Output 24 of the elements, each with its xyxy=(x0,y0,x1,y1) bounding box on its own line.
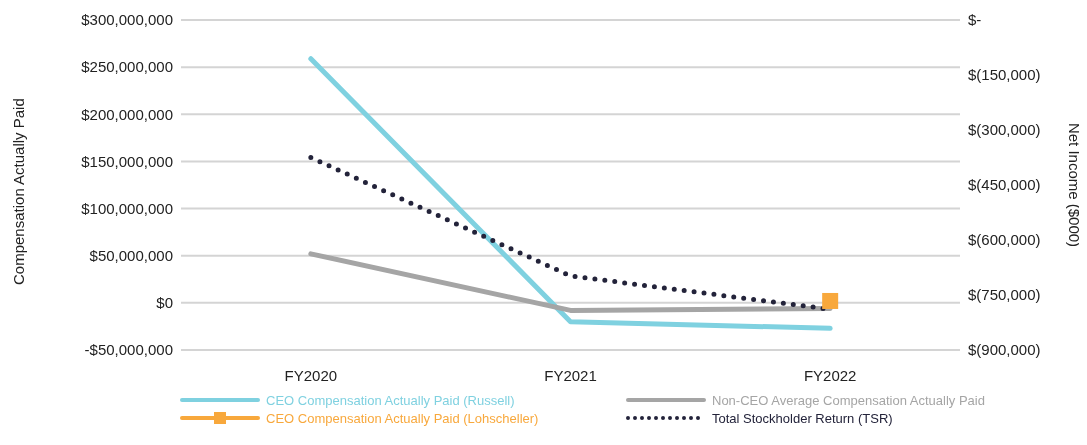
y-tick-label: $300,000,000 xyxy=(81,11,173,29)
text: CEO Compensation Actually Paid (Lohscheller) xyxy=(266,410,539,426)
y-axis-title: Compensation Actually Paid xyxy=(10,98,28,285)
y2-tick-label: $(450,000) xyxy=(968,176,1041,194)
y-tick-label: -$50,000,000 xyxy=(84,341,173,359)
y2-tick-label: $(150,000) xyxy=(968,66,1041,84)
x-tick-label: FY2022 xyxy=(803,366,857,384)
text: CEO Compensation Actually Paid (Russell) xyxy=(266,392,515,408)
x-tick-label: FY2020 xyxy=(284,366,338,384)
text: Total Stockholder Return (TSR) xyxy=(712,410,893,426)
y-tick-label: $100,000,000 xyxy=(81,199,173,217)
y2-axis-title: Net Income ($000) xyxy=(1065,122,1083,248)
y2-tick-label: $(600,000) xyxy=(968,231,1041,249)
y2-tick-label: $- xyxy=(968,11,982,29)
y-tick-label: $250,000,000 xyxy=(81,58,173,76)
y-tick-label: $200,000,000 xyxy=(81,105,173,123)
y2-tick-label: $(300,000) xyxy=(968,121,1041,139)
y2-tick-label: $(900,000) xyxy=(968,341,1041,359)
y-tick-label: $150,000,000 xyxy=(81,152,173,170)
x-tick-label: FY2021 xyxy=(544,366,597,384)
y-tick-label: $0 xyxy=(156,294,173,312)
text: Non-CEO Average Compensation Actually Paid xyxy=(712,392,985,408)
y-tick-label: $50,000,000 xyxy=(89,247,173,265)
y2-tick-label: $(750,000) xyxy=(968,286,1041,304)
